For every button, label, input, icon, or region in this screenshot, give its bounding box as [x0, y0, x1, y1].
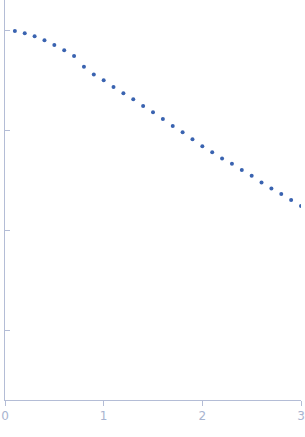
svg-text:3: 3	[297, 409, 305, 423]
svg-text:0: 0	[1, 409, 9, 423]
svg-text:2: 2	[199, 409, 207, 423]
svg-text:1: 1	[100, 409, 108, 423]
